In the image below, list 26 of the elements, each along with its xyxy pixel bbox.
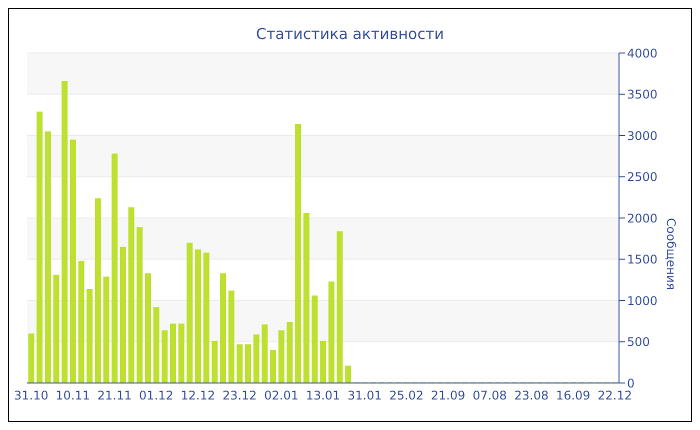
x-tick-label: 13.01 <box>306 388 340 403</box>
y-tick-label: 2500 <box>627 170 658 184</box>
x-tick-label: 31.10 <box>14 388 48 403</box>
y-tick-label: 4000 <box>627 46 658 60</box>
y-tick-label: 0 <box>627 376 635 390</box>
y-tick-label: 1000 <box>627 294 658 308</box>
y-tick-label: 1500 <box>627 252 658 267</box>
x-tick-label: 25.02 <box>389 388 424 403</box>
y-tick-label: 2000 <box>627 211 658 226</box>
x-tick-label: 23.08 <box>514 388 549 403</box>
x-tick-label: 16.09 <box>556 388 590 403</box>
x-tick-label: 21.09 <box>430 388 466 403</box>
x-tick-label: 22.12 <box>598 388 632 403</box>
y-tick-label: 3500 <box>627 88 658 102</box>
x-tick-label: 01.12 <box>139 388 174 403</box>
x-tick-label: 10.11 <box>56 388 90 403</box>
y-tick-label: 500 <box>627 335 650 350</box>
x-tick-label: 12.12 <box>180 388 216 403</box>
x-tick-label: 23.12 <box>222 388 257 403</box>
x-tick-label: 02.01 <box>264 388 298 403</box>
x-tick-label: 07.08 <box>472 388 507 403</box>
y-tick-label: 3000 <box>627 128 658 143</box>
x-tick-label: 21.11 <box>97 388 132 403</box>
y-axis-title: Сообщения <box>664 218 678 290</box>
chart-title: Статистика активности <box>255 25 445 43</box>
x-tick-label: 31.01 <box>348 388 382 403</box>
